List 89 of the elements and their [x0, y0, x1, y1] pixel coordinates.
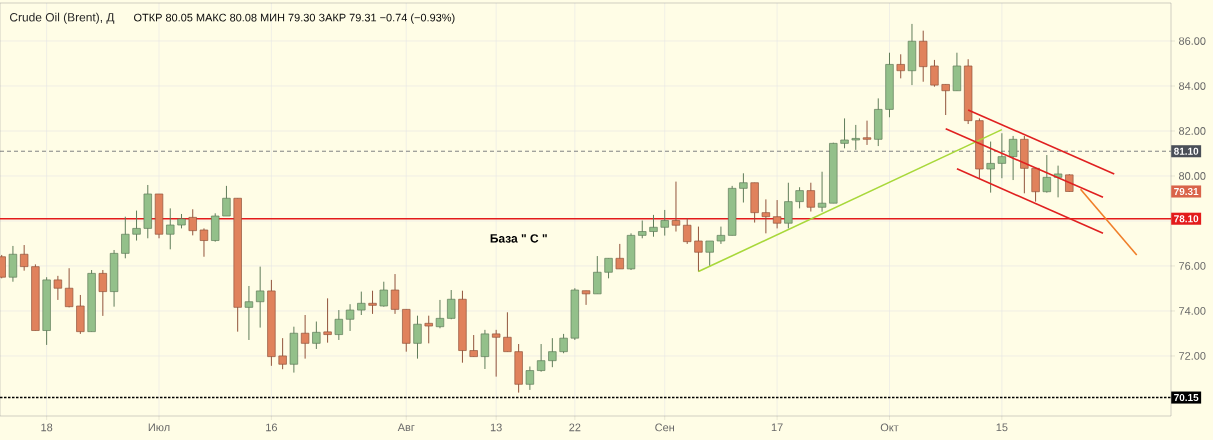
- y-tick-label: 76.00: [1179, 262, 1206, 270]
- candlestick: [491, 329, 501, 378]
- candlestick: [997, 132, 1007, 179]
- candlestick: [784, 182, 793, 229]
- candlestick: [761, 198, 771, 234]
- candlestick: [244, 285, 254, 341]
- candlestick: [851, 124, 860, 151]
- candlestick: [548, 337, 557, 368]
- candlestick: [660, 209, 669, 237]
- candlestick: [447, 289, 456, 320]
- candlestick: [503, 311, 512, 353]
- candlestick: [132, 210, 141, 242]
- candlestick: [683, 217, 692, 245]
- candlestick: [368, 290, 377, 315]
- candlestick: [1008, 135, 1018, 181]
- candlestick: [716, 226, 726, 245]
- ref-line-label: 78.10: [1174, 215, 1199, 223]
- y-tick-label: 80.00: [1179, 172, 1206, 180]
- x-tick-label: Авг: [397, 423, 415, 432]
- candlestick: [435, 299, 445, 329]
- candlestick: [795, 186, 804, 209]
- candlestick: [525, 366, 535, 391]
- text: Crude Oil (Brent), Д: [9, 12, 115, 24]
- candlestick: [98, 269, 107, 317]
- x-tick-label: Сен: [655, 423, 674, 432]
- candlestick: [390, 273, 400, 315]
- candlestick: [121, 216, 130, 259]
- candlestick: [705, 240, 714, 268]
- candlestick: [334, 309, 343, 341]
- x-tick-label: 17: [771, 423, 783, 432]
- candlestick: [1053, 165, 1063, 198]
- candlestick: [615, 243, 624, 270]
- candlestick: [593, 255, 602, 295]
- y-tick-label: 82.00: [1179, 127, 1206, 135]
- candlestick: [312, 321, 321, 350]
- candlestick: [199, 227, 209, 258]
- candlestick: [581, 290, 591, 306]
- candlestick: [413, 315, 422, 360]
- candlestick: [986, 141, 995, 194]
- candlestick: [424, 315, 433, 344]
- candlestick: [64, 267, 74, 308]
- x-tick-label: Июл: [148, 423, 170, 432]
- candlestick: [166, 207, 175, 250]
- candlestick: [1042, 154, 1051, 194]
- candlestick: [19, 244, 29, 272]
- x-tick-label: 15: [996, 423, 1008, 432]
- candlestick: [941, 83, 950, 116]
- candlestick: [1031, 167, 1040, 203]
- text: ОТКР 80.05 МАКС 80.08 МИН 79.30 ЗАКР 79.31 −0.74 (−0.93%): [134, 13, 455, 24]
- y-tick-label: 84.00: [1179, 82, 1206, 90]
- candlestick: [772, 199, 782, 229]
- ref-line-label: 70.15: [1174, 394, 1199, 402]
- x-tick-label: Окт: [880, 423, 899, 432]
- candlestick: [278, 337, 287, 370]
- y-tick-label: 72.00: [1179, 352, 1206, 360]
- candlestick: [222, 185, 231, 217]
- candlestick: [480, 329, 490, 370]
- candlestick: [345, 303, 355, 332]
- candlestick: [806, 182, 815, 213]
- candlestick: [357, 291, 366, 316]
- candlestick: [559, 333, 568, 354]
- candlestick: [604, 257, 613, 279]
- candlestick: [930, 59, 939, 88]
- text: 79.31: [1174, 187, 1199, 196]
- annotation: База " С ": [490, 234, 547, 243]
- x-tick-label: 16: [266, 423, 278, 432]
- candlestick: [469, 334, 478, 358]
- candlestick: [649, 214, 658, 238]
- candlestick: [817, 171, 827, 213]
- candlestick: [694, 226, 703, 273]
- candlestick: [8, 245, 18, 283]
- x-tick-label: 18: [41, 423, 53, 432]
- candlestick: [671, 181, 681, 233]
- x-tick-label: 22: [569, 423, 581, 432]
- candlestick: [896, 53, 905, 79]
- candlestick: [188, 208, 197, 236]
- candlestick: [840, 117, 849, 149]
- candlestick: [379, 281, 388, 308]
- x-tick-label: 13: [490, 423, 502, 432]
- y-tick-label: 74.00: [1179, 307, 1206, 315]
- ref-line-label: 81.10: [1174, 147, 1199, 155]
- candlestick: [862, 120, 872, 146]
- candlestick: [739, 172, 748, 204]
- candlestick: [536, 343, 546, 373]
- y-tick-label: 86.00: [1179, 37, 1206, 45]
- candlestick: [300, 314, 310, 360]
- candlestick: [255, 266, 265, 329]
- candlestick: [323, 297, 332, 344]
- candlestick: [53, 275, 63, 301]
